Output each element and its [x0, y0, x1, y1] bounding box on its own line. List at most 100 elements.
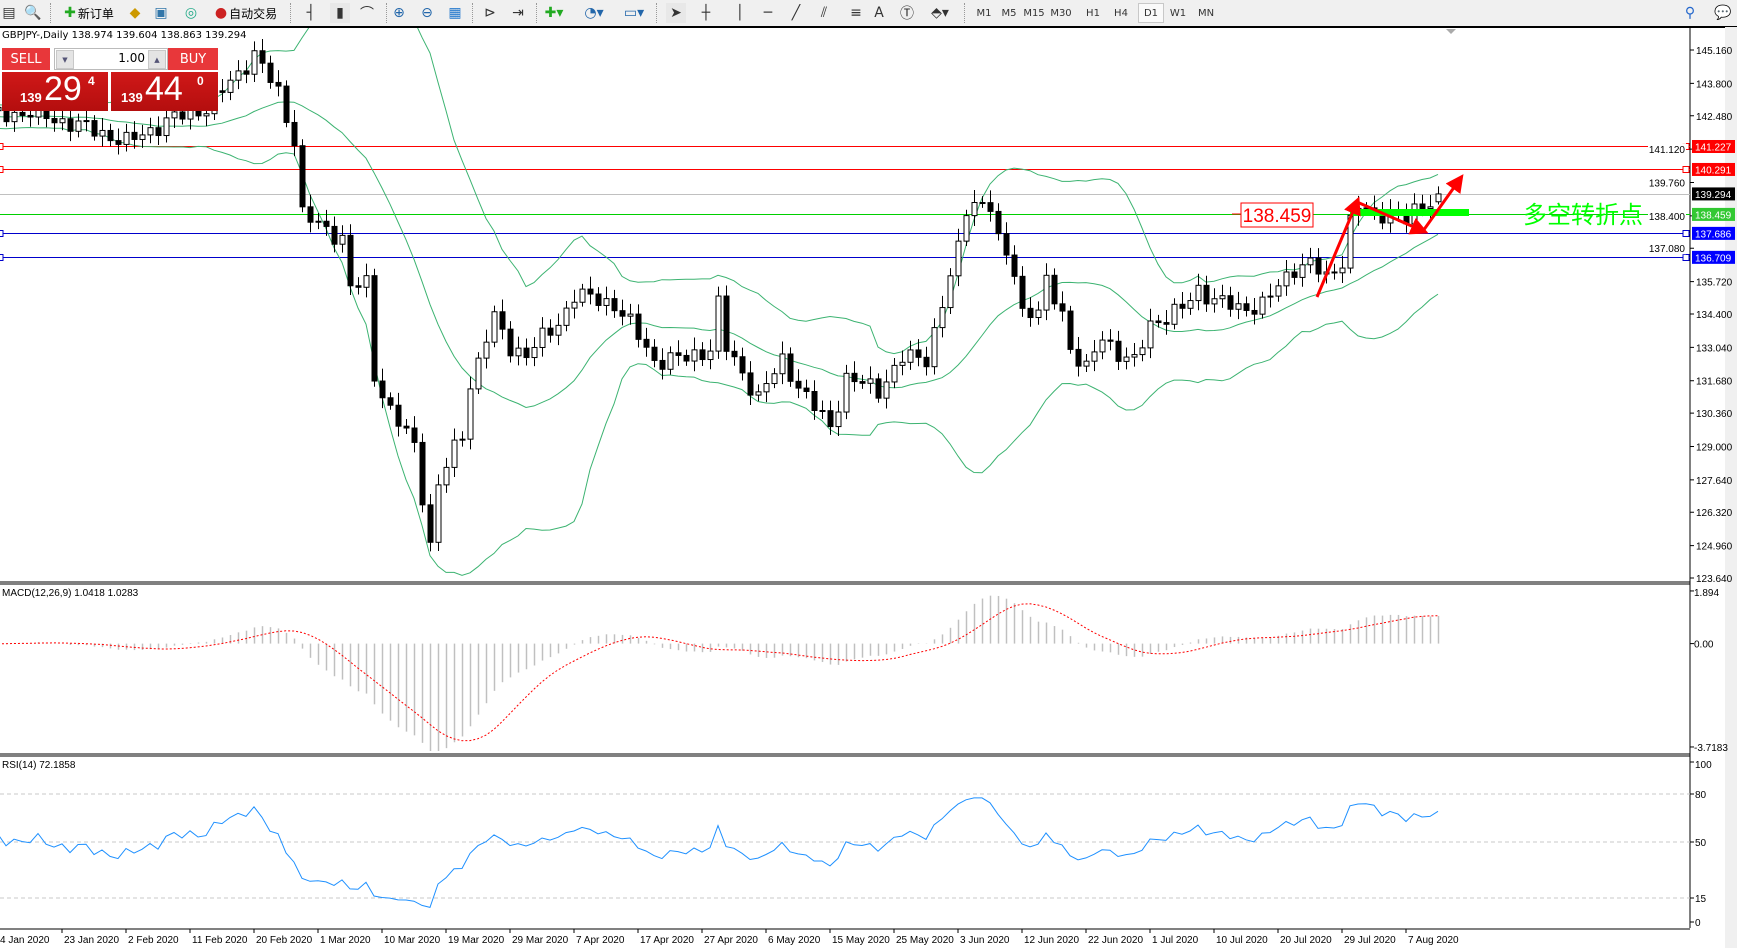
candle [603, 286, 610, 316]
indicators-dropdown[interactable]: ✚▾ [544, 5, 564, 21]
vertical-line-icon[interactable]: │ [735, 5, 745, 21]
candle-body-bearish [1059, 303, 1066, 312]
timeframe-m5[interactable]: M5 [1001, 7, 1017, 19]
candle-body-bullish [835, 411, 842, 428]
candle [827, 400, 834, 435]
candle-body-bearish [107, 129, 114, 142]
candle [507, 321, 514, 363]
candle [0, 106, 2, 112]
candle [499, 299, 506, 340]
candle-body-bearish [259, 50, 266, 64]
timeframe-mn[interactable]: MN [1197, 7, 1215, 19]
candle-body-bearish [787, 353, 794, 382]
candle-body-bullish [123, 131, 130, 145]
candle-body-bullish [1043, 274, 1050, 311]
lot-size-input[interactable]: 1.00 [118, 51, 145, 65]
zoom-out-icon[interactable]: ⊖ [421, 5, 433, 21]
tile-windows-icon[interactable]: ▦ [448, 5, 462, 21]
timeframe-h1[interactable]: H1 [1086, 7, 1100, 19]
line-chart-icon[interactable]: ⌒ [360, 6, 374, 22]
candle [155, 116, 162, 145]
timeframe-d1[interactable]: D1 [1138, 3, 1164, 23]
timeframe-m15[interactable]: M15 [1023, 7, 1045, 19]
terminal-icon[interactable]: ▣ [154, 5, 168, 21]
timeframe-m1[interactable]: M1 [976, 7, 992, 19]
candle-body-bullish [1267, 295, 1274, 298]
candle [259, 39, 266, 73]
price-label-text: 138.459 [1243, 206, 1312, 227]
candle [763, 371, 770, 403]
candle-body-bearish [499, 311, 506, 330]
candle-body-bullish [971, 202, 978, 217]
lot-decrease-button[interactable]: ▼ [56, 50, 74, 69]
market-watch-icon[interactable]: ▤ [2, 5, 16, 21]
candle [307, 194, 314, 233]
candle-body-bullish [563, 307, 570, 326]
sell-button[interactable]: SELL [2, 48, 50, 71]
candle [651, 339, 658, 368]
lot-increase-button[interactable]: ▲ [148, 50, 166, 69]
chat-icon[interactable]: 💬 [1714, 5, 1732, 21]
text-label-icon[interactable]: Ⓣ [900, 6, 914, 22]
candle-body-bullish [363, 275, 370, 288]
candle-body-bullish [899, 361, 906, 366]
periods-dropdown[interactable]: ◔▾ [584, 5, 604, 21]
line-handle [0, 230, 4, 237]
buy-price-button[interactable]: 139 44 0 [111, 70, 218, 111]
candle [587, 276, 594, 305]
auto-trading-button[interactable]: ● 自动交易 [208, 3, 284, 23]
date-axis-label: 29 Mar 2020 [512, 935, 569, 946]
templates-dropdown[interactable]: ▭▾ [623, 5, 645, 21]
auto-trading-label: 自动交易 [229, 6, 278, 21]
candle-body-bearish [243, 70, 250, 75]
timeframe-w1[interactable]: W1 [1169, 7, 1187, 19]
timeframe-m30[interactable]: M30 [1050, 7, 1072, 19]
candle [1003, 222, 1010, 265]
buy-button[interactable]: BUY [168, 48, 218, 71]
metaeditor-icon[interactable]: ◆ [129, 5, 141, 21]
horizontal-line-icon[interactable]: ─ [763, 5, 773, 21]
candle [1267, 283, 1274, 308]
candle-body-bearish [811, 390, 818, 411]
date-axis-label: 1 Jul 2020 [1152, 935, 1199, 946]
chart-shift-icon[interactable]: ⇥ [512, 5, 524, 21]
zoom-in-icon[interactable]: ⊕ [393, 5, 405, 21]
candle-body-bullish [947, 275, 954, 309]
navigator-icon[interactable]: 🔍 [24, 5, 42, 21]
signals-icon[interactable]: ◎ [184, 5, 198, 21]
candle-body-bearish [1419, 203, 1426, 210]
candle-body-bearish [1003, 233, 1010, 256]
candle-body-bearish [355, 285, 362, 288]
candle [387, 392, 394, 410]
candle-body-bearish [267, 62, 274, 83]
candle [379, 368, 386, 409]
candle [1035, 301, 1042, 325]
auto-scroll-icon[interactable]: ⊳ [484, 5, 496, 21]
trendline-icon[interactable]: ╱ [791, 5, 801, 21]
candlestick-chart-icon[interactable]: ▮ [330, 3, 350, 23]
fibonacci-icon[interactable]: ≡ [850, 5, 862, 21]
candle-body-bearish [19, 111, 26, 116]
price-axis-label: 142.480 [1696, 112, 1733, 123]
equidistant-channel-icon[interactable]: ⫽ [820, 5, 828, 21]
sell-price-button[interactable]: 139 29 4 [2, 70, 108, 111]
search-icon[interactable]: ⚲ [1684, 5, 1696, 21]
price-tag [1692, 187, 1735, 201]
candle-body-bearish [747, 372, 754, 396]
price-axis-label: 138.400 [1649, 212, 1686, 223]
bar-chart-icon[interactable]: ┤ [306, 5, 316, 21]
candle [523, 338, 530, 366]
new-order-button[interactable]: ✚ 新订单 [58, 3, 120, 23]
arrows-dropdown[interactable]: ⬘▾ [931, 5, 949, 21]
text-icon[interactable]: A [874, 5, 884, 21]
crosshair-icon[interactable]: ┼ [701, 5, 711, 21]
rsi-panel [0, 793, 1690, 908]
candle-body-bullish [867, 378, 874, 384]
timeframe-h4[interactable]: H4 [1114, 7, 1128, 19]
lot-size-stepper[interactable]: ▼ 1.00 ▲ [54, 48, 168, 70]
candle-body-bearish [507, 328, 514, 357]
candle-body-bullish [843, 372, 850, 413]
cursor-icon[interactable]: ➤ [666, 3, 686, 23]
candle [67, 106, 74, 142]
